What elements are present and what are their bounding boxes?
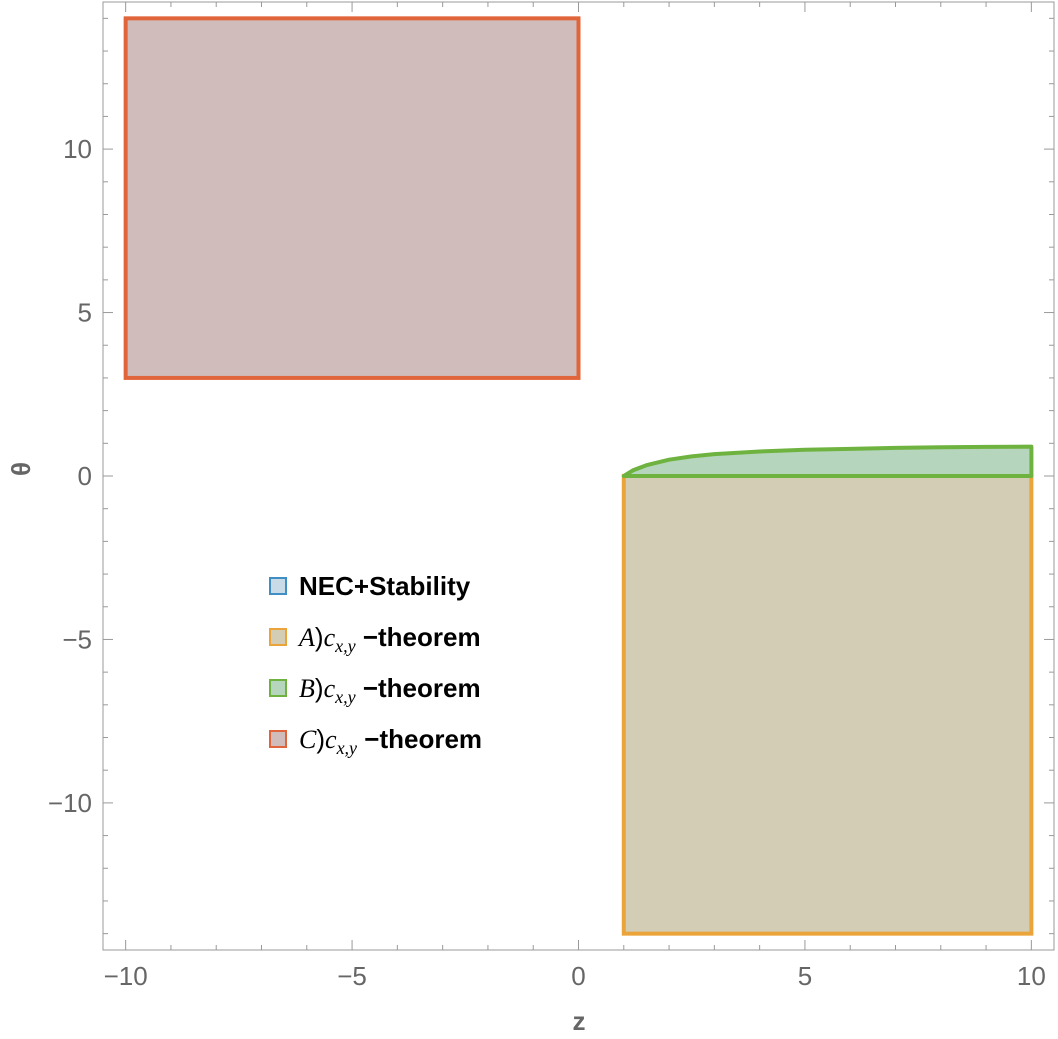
x-tick-label: 0 [571,961,585,991]
x-tick-label: 10 [1017,961,1046,991]
region-1 [621,474,1034,936]
y-tick-label: 10 [63,134,92,164]
y-axis-title: θ [6,462,36,476]
legend-swatch [269,730,287,748]
tick-labels-layer: −10 −5 0 5 10 −10 −5 0 5 10 [48,134,1046,991]
y-tick-label: 5 [78,298,92,328]
y-tick-label: 0 [78,461,92,491]
x-tick-label: −5 [337,961,367,991]
region-3 [123,16,581,380]
region-2 [621,444,1034,478]
legend-swatch [269,628,287,646]
legend-label: NEC+Stability [299,571,471,601]
legend-swatch [269,577,287,595]
legend-swatch [269,679,287,697]
regions-layer [123,16,1034,936]
legend-label: A)cx,y −theorem [297,622,481,656]
x-axis-title: z [573,1006,586,1036]
legend-label: C)cx,y −theorem [299,724,482,758]
x-tick-label: −10 [104,961,148,991]
ticks-layer [103,2,1054,950]
legend: NEC+Stability A)cx,y −theorem B)cx,y −theo… [269,571,482,758]
x-tick-label: 5 [798,961,812,991]
legend-label: B)cx,y −theorem [299,673,481,707]
y-tick-label: −10 [48,788,92,818]
y-tick-label: −5 [62,624,92,654]
